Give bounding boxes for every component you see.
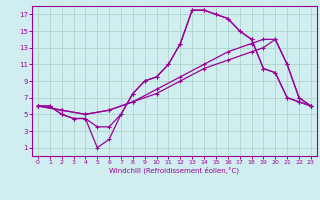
X-axis label: Windchill (Refroidissement éolien,°C): Windchill (Refroidissement éolien,°C) — [109, 167, 239, 174]
